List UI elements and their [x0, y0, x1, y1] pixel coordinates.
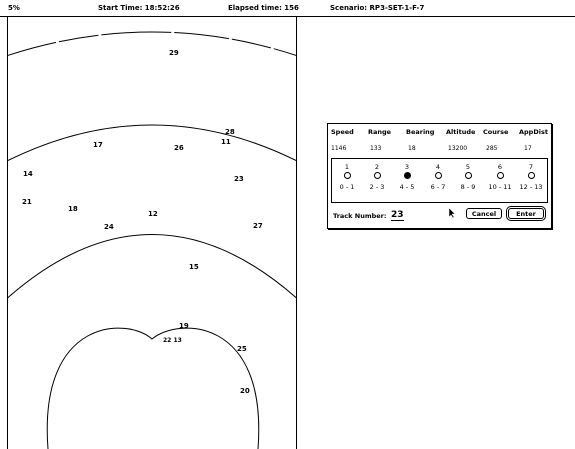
track-number-input[interactable]: 23 [391, 210, 404, 221]
band-number: 2 [374, 163, 380, 171]
range-ring-3 [8, 234, 296, 299]
band-range: 8 - 9 [460, 183, 476, 191]
status-bar: 5% Start Time: 18:52:26 Elapsed time: 15… [0, 0, 575, 17]
track-label[interactable]: 26 [174, 144, 184, 152]
track-info-dialog: Speed Range Bearing Altitude Course AppD… [327, 123, 552, 229]
radar-display[interactable]: 29 28 17 26 11 14 23 21 18 12 24 27 15 1… [7, 17, 297, 449]
band-range: 2 - 3 [369, 183, 385, 191]
track-label[interactable]: 19 [179, 322, 189, 330]
track-label[interactable]: 20 [240, 387, 250, 395]
band-range: 12 - 13 [519, 183, 543, 191]
appdist-label: AppDist [519, 128, 548, 136]
band-option-6[interactable]: 6 10 - 11 [485, 163, 515, 191]
band-option-5[interactable]: 5 8 - 9 [453, 163, 483, 191]
arrow-cursor-icon [448, 207, 456, 221]
band-radio[interactable] [496, 172, 504, 179]
track-number-label: Track Number: [333, 212, 387, 220]
appdist-value: 17 [524, 145, 532, 152]
band-number: 3 [404, 163, 410, 171]
range-ring-2 [8, 124, 296, 162]
track-label[interactable]: 24 [104, 223, 114, 231]
band-radio[interactable] [343, 172, 351, 179]
band-option-4[interactable]: 4 6 - 7 [423, 163, 453, 191]
band-number: 6 [497, 163, 503, 171]
band-number: 5 [465, 163, 471, 171]
altitude-value: 13200 [448, 145, 468, 152]
enter-button[interactable]: Enter [508, 208, 544, 219]
band-radio[interactable] [527, 172, 535, 179]
band-radio[interactable] [434, 172, 442, 179]
track-label[interactable]: 11 [221, 138, 231, 146]
band-range: 10 - 11 [488, 183, 512, 191]
speed-label: Speed [331, 128, 354, 136]
range-rings [8, 31, 296, 449]
bearing-label: Bearing [406, 128, 435, 136]
range-ring-inner [46, 327, 260, 449]
band-option-7[interactable]: 7 12 - 13 [516, 163, 546, 191]
course-value: 285 [486, 145, 498, 152]
track-label[interactable]: 15 [189, 263, 199, 271]
band-radio-selected[interactable] [403, 172, 411, 179]
track-label[interactable]: 18 [68, 205, 78, 213]
track-label[interactable]: 22 13 [163, 337, 182, 344]
track-label[interactable]: 27 [253, 222, 263, 230]
track-label[interactable]: 29 [169, 49, 179, 57]
band-range: 0 - 1 [339, 183, 355, 191]
start-time: Start Time: 18:52:26 [98, 4, 180, 12]
track-label[interactable]: 17 [93, 141, 103, 149]
band-number: 4 [435, 163, 441, 171]
altitude-band-selector: 1 0 - 1 2 2 - 3 3 4 - 5 4 6 - 7 5 8 - 9 … [331, 158, 548, 203]
altitude-label: Altitude [446, 128, 476, 136]
band-option-1[interactable]: 1 0 - 1 [332, 163, 362, 191]
elapsed-time: Elapsed time: 156 [228, 4, 299, 12]
track-label[interactable]: 23 [234, 175, 244, 183]
speed-value: 1146 [331, 145, 347, 152]
band-number: 1 [344, 163, 350, 171]
zoom-level: 5% [8, 4, 20, 12]
track-label[interactable]: 12 [148, 210, 158, 218]
bearing-value: 18 [408, 145, 416, 152]
range-ring-outer [8, 31, 296, 56]
band-option-3[interactable]: 3 4 - 5 [392, 163, 422, 191]
track-label[interactable]: 28 [225, 128, 235, 136]
course-label: Course [483, 128, 509, 136]
band-radio[interactable] [464, 172, 472, 179]
cancel-button[interactable]: Cancel [466, 208, 502, 219]
band-range: 6 - 7 [430, 183, 446, 191]
track-label[interactable]: 14 [23, 170, 33, 178]
band-radio[interactable] [373, 172, 381, 179]
range-value: 133 [370, 145, 382, 152]
scenario-name: Scenario: RP3-SET-1-F-7 [330, 4, 425, 12]
track-label[interactable]: 25 [237, 345, 247, 353]
track-label[interactable]: 21 [22, 198, 32, 206]
band-number: 7 [528, 163, 534, 171]
band-range: 4 - 5 [399, 183, 415, 191]
band-option-2[interactable]: 2 2 - 3 [362, 163, 392, 191]
range-label: Range [368, 128, 392, 136]
